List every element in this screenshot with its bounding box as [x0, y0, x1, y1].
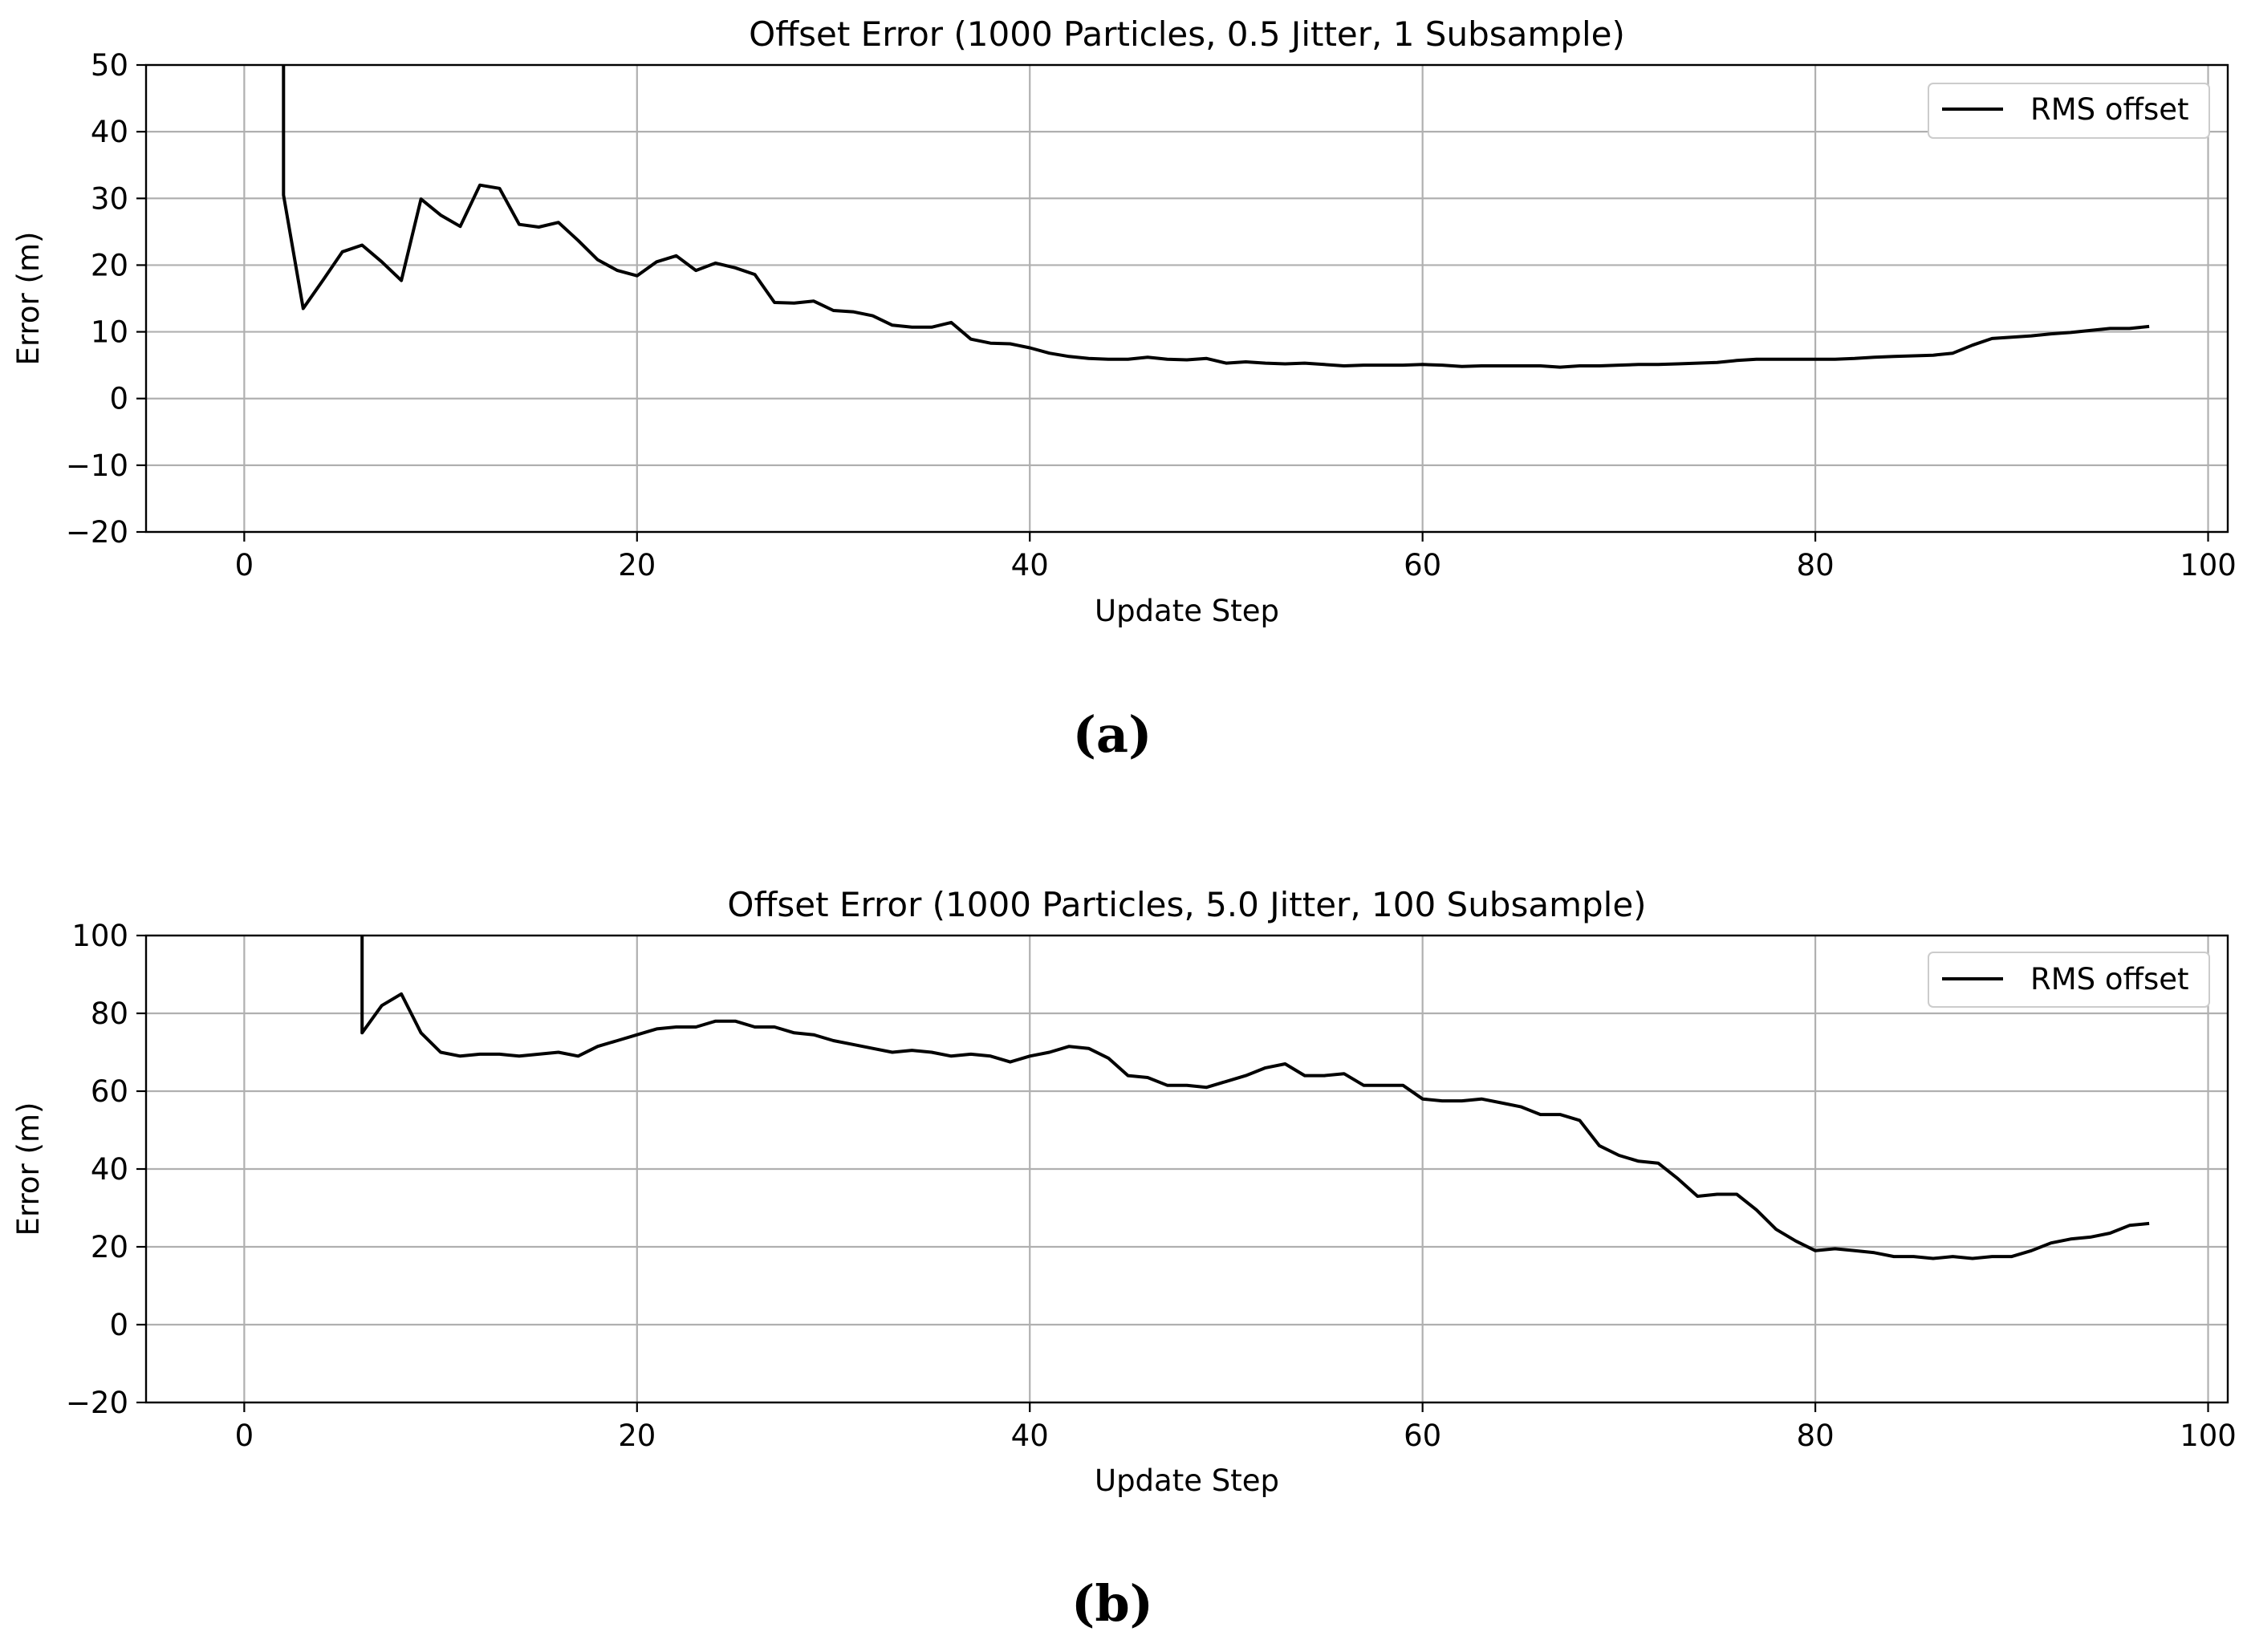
y-tick-label: 40 — [91, 115, 128, 149]
x-axis-label-b: Update Step — [1095, 1463, 1279, 1498]
legend-a: RMS offset — [1928, 83, 2210, 139]
panel-label-b: (b) — [1071, 1574, 1153, 1633]
x-axis-label-a: Update Step — [1095, 594, 1279, 628]
y-tick-label: 0 — [109, 1308, 128, 1342]
x-tick-label: 0 — [235, 1419, 254, 1453]
x-tick-label: 60 — [1404, 548, 1441, 582]
x-tick-label: 60 — [1404, 1419, 1441, 1453]
y-tick-label: 20 — [91, 248, 128, 282]
chart-panel-b: 0 20 40 60 80 100 −20 0 20 40 60 80 100 Offset Error… — [11, 885, 2237, 1633]
y-tick-label: 80 — [91, 996, 128, 1031]
x-tick-label: 100 — [2180, 1419, 2237, 1453]
y-tick-label: −10 — [66, 449, 128, 483]
legend-label-b: RMS offset — [2030, 962, 2189, 996]
rms-offset-line-b — [360, 936, 2150, 1260]
x-tick-label: 100 — [2180, 548, 2237, 582]
chart-title-b: Offset Error (1000 Particles, 5.0 Jitter… — [727, 885, 1646, 924]
y-tick-label: −20 — [66, 515, 128, 550]
x-tick-label: 20 — [618, 548, 656, 582]
chart-panel-a: 0 20 40 60 80 100 −20 −10 0 10 20 30 40 50 Offset Err… — [11, 14, 2237, 764]
y-tick-label: 30 — [91, 181, 128, 216]
y-tick-label: 20 — [91, 1230, 128, 1264]
legend-label-a: RMS offset — [2030, 92, 2189, 127]
y-tick-label: 50 — [91, 48, 128, 83]
y-tick-label: −20 — [66, 1386, 128, 1420]
legend-b: RMS offset — [1928, 952, 2210, 1008]
x-tick-label: 80 — [1797, 1419, 1835, 1453]
panel-label-a: (a) — [1073, 705, 1152, 764]
y-axis-label-a: Error (m) — [11, 232, 46, 366]
y-axis-label-b: Error (m) — [11, 1102, 46, 1236]
y-tick-label: 10 — [91, 315, 128, 350]
x-tick-label: 0 — [235, 548, 254, 582]
y-tick-label: 100 — [71, 919, 128, 953]
y-tick-label: 60 — [91, 1074, 128, 1109]
rms-offset-line-a — [282, 65, 2150, 369]
plot-area-a — [144, 63, 2229, 534]
y-tick-label: 0 — [109, 382, 128, 416]
x-tick-label: 40 — [1011, 1419, 1049, 1453]
x-tick-label: 20 — [618, 1419, 656, 1453]
y-tick-label: 40 — [91, 1152, 128, 1187]
chart-title-a: Offset Error (1000 Particles, 0.5 Jitter… — [749, 14, 1625, 54]
x-tick-label: 80 — [1797, 548, 1835, 582]
x-tick-label: 40 — [1011, 548, 1049, 582]
